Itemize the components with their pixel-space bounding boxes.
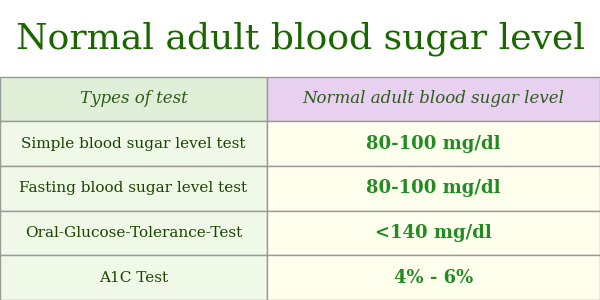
Bar [0, 121, 267, 166]
Text: <140 mg/dl: <140 mg/dl [375, 224, 492, 242]
Bar [267, 121, 600, 166]
Bar [267, 166, 600, 211]
Bar [267, 255, 600, 300]
Text: A1C Test: A1C Test [99, 271, 168, 285]
Text: Fasting blood sugar level test: Fasting blood sugar level test [19, 181, 248, 195]
Text: Normal adult blood sugar level: Normal adult blood sugar level [302, 90, 565, 107]
Text: Normal adult blood sugar level: Normal adult blood sugar level [16, 21, 584, 56]
Bar [0, 211, 267, 255]
Text: 80-100 mg/dl: 80-100 mg/dl [366, 179, 501, 197]
Bar [0, 76, 267, 121]
Text: 80-100 mg/dl: 80-100 mg/dl [366, 134, 501, 152]
Text: Simple blood sugar level test: Simple blood sugar level test [21, 136, 246, 151]
Bar [267, 211, 600, 255]
Text: Types of test: Types of test [80, 90, 187, 107]
Bar [0, 255, 267, 300]
Bar [267, 76, 600, 121]
Text: Oral-Glucose-Tolerance-Test: Oral-Glucose-Tolerance-Test [25, 226, 242, 240]
Bar [0, 166, 267, 211]
Text: 4% - 6%: 4% - 6% [394, 269, 473, 287]
